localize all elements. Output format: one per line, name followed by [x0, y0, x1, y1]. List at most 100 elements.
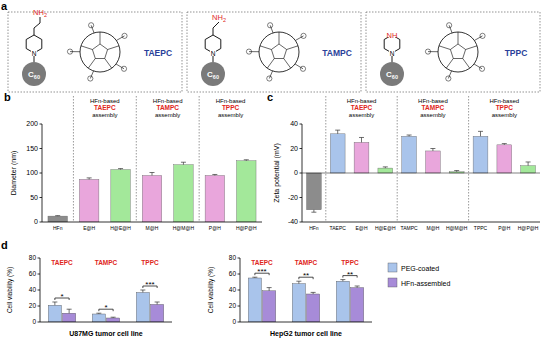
category-label: TAMPC — [295, 259, 318, 266]
fullerene-edge — [267, 58, 274, 68]
y-tick — [38, 322, 41, 323]
core — [380, 62, 404, 86]
error-stem — [298, 281, 299, 283]
structure-name: TAEPC — [144, 48, 172, 58]
error-stem — [528, 162, 529, 166]
y-tick — [238, 322, 241, 323]
bar — [205, 175, 224, 222]
atom-bg — [31, 49, 37, 56]
group-label: assembly — [155, 112, 180, 118]
error-bar — [296, 281, 301, 283]
error-cap — [407, 135, 412, 136]
error-cap — [296, 281, 301, 282]
zero-line — [302, 173, 540, 174]
amine: NH — [387, 31, 398, 40]
error-cap — [155, 302, 160, 303]
error-bar — [244, 159, 249, 161]
bar — [354, 142, 369, 173]
arm-ring — [246, 49, 251, 54]
ring-atom: N — [32, 50, 37, 57]
error-bar — [155, 302, 160, 304]
structure-name: TAMPC — [322, 48, 352, 58]
atom-bg — [389, 49, 395, 56]
chain — [34, 17, 40, 35]
error-cap — [267, 287, 272, 288]
figure: aC60NNH2TAEPCC60NNH2TAMPCC60NNHTPPCbHFnE… — [0, 0, 546, 346]
chart-title: U87MG tumor cell line — [69, 330, 143, 337]
bar — [174, 165, 193, 222]
y-tick — [38, 274, 41, 275]
error-bar — [96, 313, 101, 315]
error-bar — [478, 131, 483, 136]
bars — [248, 277, 363, 322]
error-stem — [269, 288, 270, 291]
bar — [521, 166, 536, 173]
arm-ring — [479, 66, 484, 71]
panel-letter: d — [1, 239, 8, 251]
category-label: TPPC — [341, 259, 359, 266]
category-label: P@H — [498, 225, 510, 231]
category-label: H@P@H — [518, 225, 539, 231]
y-tick — [40, 222, 43, 223]
core-label: C60 — [386, 70, 398, 80]
bars — [48, 290, 163, 322]
y-tick-label: 40 — [29, 286, 37, 293]
error-cap — [454, 170, 459, 171]
error-bar — [118, 168, 123, 170]
fullerene-edge — [439, 46, 450, 50]
legend-swatch — [388, 263, 397, 272]
error-stem — [361, 137, 362, 142]
error-stem — [432, 149, 433, 151]
error-bar — [212, 174, 217, 176]
structure-box — [187, 12, 361, 92]
group-label: assembly — [349, 112, 374, 118]
y-tick — [300, 222, 303, 223]
error-bar — [430, 149, 435, 151]
group-separator — [199, 96, 200, 222]
y-tick-label: -40 — [288, 218, 298, 225]
structure-name: TPPC — [505, 48, 528, 58]
arm-ring — [268, 23, 273, 28]
fullerene — [259, 32, 299, 72]
y-tick — [300, 173, 303, 174]
y-tick-label: -20 — [288, 194, 298, 201]
error-bar — [359, 137, 364, 142]
category-label: HFn — [53, 225, 63, 231]
bar — [136, 292, 149, 322]
chain — [213, 22, 219, 35]
group-label: assembly — [218, 112, 243, 118]
fullerene-edge — [458, 32, 459, 44]
error-bar — [311, 210, 316, 212]
fullerene-edge — [108, 46, 119, 50]
arm — [269, 71, 272, 79]
category-label: H@P@H — [236, 225, 257, 231]
error-bar — [67, 309, 72, 313]
error-stem — [142, 290, 143, 292]
fullerene-edge — [81, 46, 92, 50]
error-bar — [383, 167, 388, 168]
amine: NH2 — [212, 13, 226, 23]
y-tick-label: 40 — [229, 286, 237, 293]
category-label: H@M@H — [446, 225, 468, 231]
core-subscript: 60 — [34, 74, 40, 80]
core — [22, 62, 46, 86]
bar — [92, 314, 105, 322]
arm-ring — [446, 76, 451, 81]
bar — [330, 134, 345, 173]
legend-label: PEG-coated — [401, 265, 439, 272]
bar — [402, 136, 417, 173]
error-bar — [526, 162, 531, 166]
y-tick-label: 0 — [32, 318, 36, 325]
y-tick-label: 20 — [29, 302, 37, 309]
bar — [351, 288, 364, 322]
error-cap — [526, 161, 531, 162]
fullerene-face — [271, 44, 286, 59]
significance: * — [104, 303, 107, 312]
error-bar — [502, 144, 507, 145]
y-tick — [38, 258, 41, 259]
y-tick-label: 0 — [232, 318, 236, 325]
error-cap — [140, 290, 145, 291]
significance: *** — [145, 280, 154, 289]
group-name: TAMPC — [156, 104, 179, 111]
fullerene-face — [92, 44, 107, 59]
